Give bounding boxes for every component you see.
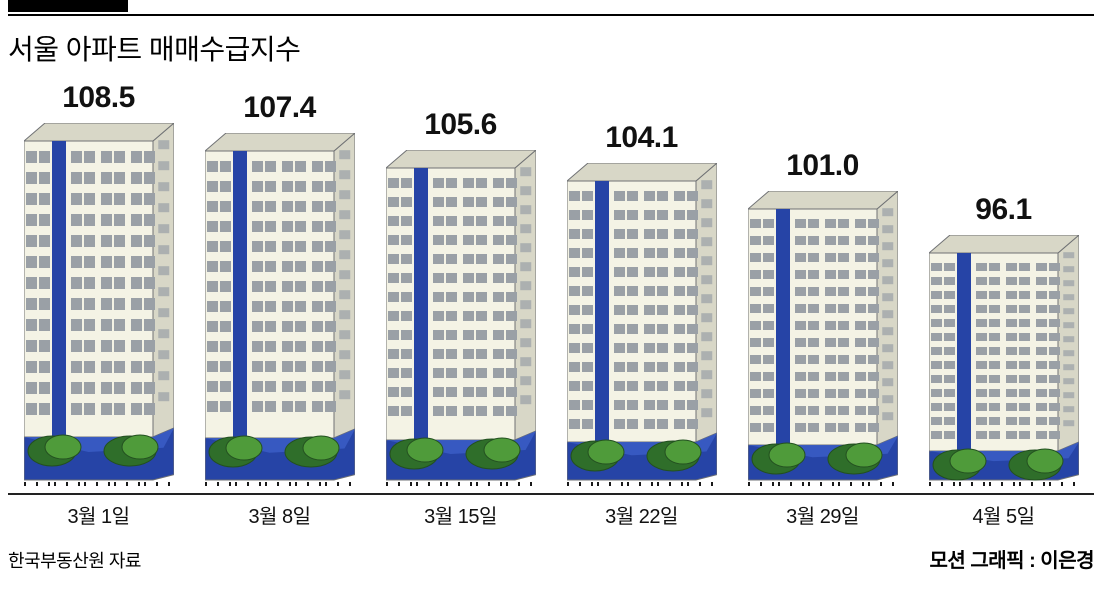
footer-source: 한국부동산원 자료 bbox=[8, 547, 141, 573]
bars-row: 108.5 107.4 bbox=[8, 75, 1094, 495]
building-icon bbox=[386, 150, 536, 490]
bar-slot: 104.1 bbox=[551, 121, 732, 495]
building-icon bbox=[567, 163, 717, 490]
bar-slot: 101.0 bbox=[732, 149, 913, 495]
value-label: 105.6 bbox=[424, 108, 497, 142]
date-label: 3월 15일 bbox=[370, 500, 551, 529]
bar-slot: 96.1 bbox=[913, 193, 1094, 495]
bar-slot: 105.6 bbox=[370, 108, 551, 495]
building-icon bbox=[24, 123, 174, 490]
value-label: 104.1 bbox=[605, 121, 678, 155]
ground-rule bbox=[8, 493, 1094, 495]
building-wrap bbox=[567, 163, 717, 495]
building-wrap bbox=[205, 133, 355, 495]
date-label: 3월 8일 bbox=[189, 500, 370, 529]
date-label: 3월 29일 bbox=[732, 500, 913, 529]
value-label: 101.0 bbox=[786, 149, 859, 183]
building-icon bbox=[929, 235, 1079, 490]
date-label: 3월 1일 bbox=[8, 500, 189, 529]
building-icon bbox=[205, 133, 355, 490]
building-wrap bbox=[929, 235, 1079, 495]
date-labels-row: 3월 1일3월 8일3월 15일3월 22일3월 29일4월 5일 bbox=[8, 500, 1094, 529]
building-wrap bbox=[386, 150, 536, 495]
value-label: 107.4 bbox=[243, 91, 316, 125]
value-label: 108.5 bbox=[62, 81, 135, 115]
date-label: 4월 5일 bbox=[913, 500, 1094, 529]
bar-slot: 108.5 bbox=[8, 81, 189, 495]
value-label: 96.1 bbox=[975, 193, 1031, 227]
building-wrap bbox=[24, 123, 174, 495]
building-icon bbox=[748, 191, 898, 490]
header-rule bbox=[8, 14, 1094, 16]
header-accent-bar bbox=[8, 0, 128, 12]
footer-credit: 모션 그래픽 : 이은경 bbox=[929, 544, 1094, 573]
bar-slot: 107.4 bbox=[189, 91, 370, 495]
chart-area: 108.5 107.4 bbox=[8, 80, 1094, 535]
date-label: 3월 22일 bbox=[551, 500, 732, 529]
building-wrap bbox=[748, 191, 898, 495]
chart-title: 서울 아파트 매매수급지수 bbox=[8, 28, 300, 68]
